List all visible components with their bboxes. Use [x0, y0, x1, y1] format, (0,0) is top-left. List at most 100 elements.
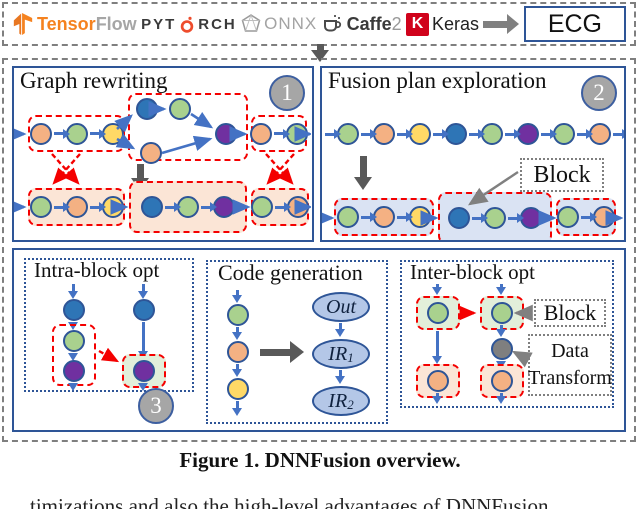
arrow-icon	[361, 129, 377, 139]
keras-logo: K Keras	[406, 12, 480, 36]
pytorch-flame-icon	[180, 16, 194, 33]
orange-node	[29, 122, 52, 145]
orange-node	[427, 370, 449, 392]
blue-node	[141, 196, 163, 218]
arrow-icon	[433, 129, 449, 139]
intra-block-box: Intra-block opt	[24, 258, 194, 392]
yellow-node	[227, 378, 249, 400]
badge-1: 1	[269, 75, 305, 111]
body-text-partial: timizations and also the high-level adva…	[30, 494, 549, 509]
arrow-icon	[201, 202, 217, 212]
tensorflow-icon	[13, 13, 33, 36]
code-generation-title: Code generation	[218, 260, 363, 285]
green-node	[63, 330, 85, 352]
caffe2-logo: Caffe2	[322, 14, 402, 35]
arrow-icon	[505, 129, 521, 139]
codegen-arrow-icon	[260, 349, 290, 356]
ir-node-1: IR 1	[312, 339, 370, 369]
green-node	[29, 196, 52, 218]
arrow-icon	[361, 212, 377, 222]
green-node	[557, 206, 579, 228]
arrow-icon	[397, 212, 413, 222]
inter-block-title: Inter-block opt	[410, 260, 535, 284]
arrow-icon	[53, 202, 70, 212]
inter-connectors	[459, 304, 533, 368]
framework-logo-bar: TensorFlow PYT RCH ONNX Caffe2	[2, 2, 636, 46]
arrow-icon	[274, 128, 290, 139]
ecg-box: ECG	[523, 6, 626, 42]
onnx-icon	[241, 14, 261, 32]
frameworks-to-ecg-arrow-icon	[483, 14, 520, 34]
fusion-plan-title: Fusion plan exploration	[328, 68, 547, 93]
green-node	[251, 196, 273, 218]
fp-connectors	[322, 171, 623, 226]
orange-node	[227, 341, 249, 363]
arrow-icon	[541, 129, 557, 139]
gr-top-left-group	[28, 115, 125, 152]
gr-down-arrow-icon	[137, 164, 144, 179]
onnx-label: ONNX	[264, 14, 318, 33]
panel-fusion-plan: Fusion plan exploration 2 Block	[320, 66, 626, 242]
orange-node	[491, 370, 513, 392]
code-generation-box: Code generation Out IR 1	[206, 260, 388, 424]
green-node	[227, 304, 249, 326]
inter-block-label: Block	[534, 299, 606, 327]
pytorch-logo: PYT RCH	[141, 15, 237, 34]
onnx-logo: ONNX	[241, 14, 317, 34]
badge-3: 3	[138, 388, 174, 424]
green-node	[169, 98, 191, 120]
data-transform-gray-node	[491, 338, 513, 360]
down-arrow	[68, 284, 78, 299]
blue-node	[448, 207, 470, 229]
green-node	[337, 206, 359, 228]
arrow-icon	[577, 129, 593, 139]
arrow-icon	[469, 129, 485, 139]
figure-caption: Figure 1. DNNFusion overview.	[179, 448, 461, 472]
ir-node-out: Out	[312, 292, 370, 322]
gr-connectors	[14, 101, 311, 215]
tensorflow-label-primary: Tensor	[37, 13, 96, 34]
purple-node	[133, 360, 155, 382]
fp-block-label: Block	[520, 158, 604, 192]
arrow-icon	[472, 213, 488, 223]
panel-graph-rewriting: Graph rewriting 1	[12, 66, 314, 242]
down-arrow	[432, 284, 442, 295]
down-arrow	[232, 290, 242, 303]
arrow-icon	[53, 128, 70, 139]
inter-block-box: Inter-block opt	[400, 260, 614, 408]
caffe2-cup-icon	[323, 15, 341, 32]
orange-node	[250, 122, 272, 145]
caffe2-label: Caffe	[346, 13, 392, 34]
arrow-icon	[165, 202, 181, 212]
dnnfusion-diagram: Graph rewriting 1	[2, 58, 636, 442]
badge-2: 2	[581, 75, 617, 111]
caffe2-suffix: 2	[391, 13, 402, 34]
ir-node-2: IR 2	[312, 386, 370, 416]
tensorflow-label-secondary: Flow	[95, 13, 137, 34]
intra-red-arrow	[98, 347, 120, 363]
panel-bottom: Intra-block opt	[12, 248, 626, 432]
fp-bottom-group-1	[334, 198, 434, 236]
blue-node	[63, 299, 85, 321]
orange-node	[140, 142, 162, 164]
arrow-icon	[89, 128, 106, 139]
arrow-icon	[89, 202, 106, 212]
keras-k-icon: K	[406, 12, 430, 36]
fp-top-chain	[324, 123, 624, 145]
pytorch-label-post: RCH	[198, 15, 237, 33]
arrow-icon	[581, 212, 597, 222]
intra-block-title: Intra-block opt	[34, 258, 160, 282]
data-transform-label: Data Transform	[528, 334, 612, 396]
fp-down-arrow-icon	[360, 156, 367, 178]
tensorflow-logo: TensorFlow	[12, 12, 137, 36]
green-node	[427, 302, 449, 324]
blue-node	[133, 299, 155, 321]
arrow-icon	[397, 129, 413, 139]
purple-node	[63, 360, 85, 382]
arrow-icon	[275, 202, 291, 212]
arrow-icon	[508, 213, 524, 223]
graph-rewriting-title: Graph rewriting	[20, 68, 168, 93]
chain-in-arrow	[325, 129, 341, 139]
keras-label: Keras	[432, 13, 480, 34]
